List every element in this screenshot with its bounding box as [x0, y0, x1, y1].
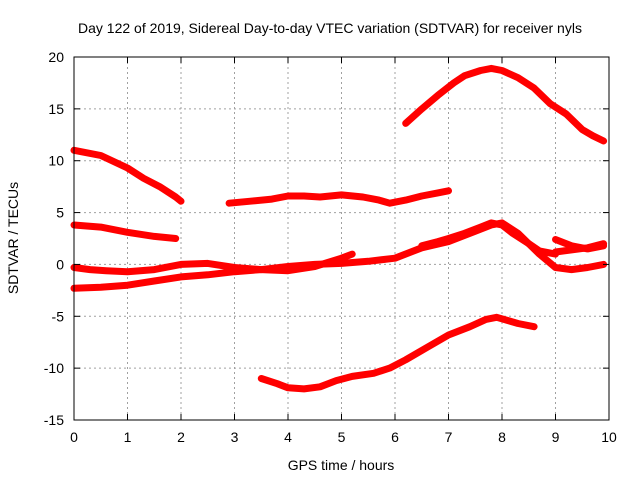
x-tick-label: 1 [124, 429, 132, 445]
series-line-2 [70, 221, 180, 242]
series-line-7 [418, 219, 559, 258]
series-line-6 [402, 64, 608, 145]
x-tick-label: 7 [445, 429, 453, 445]
y-tick-label: -10 [44, 360, 64, 376]
x-tick-label: 5 [338, 429, 346, 445]
y-tick-label: -15 [44, 412, 64, 428]
y-axis-label: SDTVAR / TECUs [5, 182, 21, 294]
data-series [70, 64, 608, 393]
y-tick-label: 10 [48, 153, 64, 169]
x-tick-label: 4 [284, 429, 292, 445]
y-tick-label: 0 [56, 256, 64, 272]
x-tick-label: 9 [552, 429, 560, 445]
series-line-10 [257, 313, 538, 393]
x-axis-label: GPS time / hours [288, 457, 395, 473]
x-tick-label: 10 [601, 429, 617, 445]
series-line-4 [70, 219, 608, 292]
y-tick-label: 20 [48, 49, 64, 65]
y-tick-label: 15 [48, 101, 64, 117]
y-tick-label: 5 [56, 205, 64, 221]
x-tick-label: 3 [231, 429, 239, 445]
tick-labels: 0 1 2 3 4 5 6 7 8 9 10 -15 -10 -5 0 5 10 15 20 [44, 49, 617, 445]
x-tick-label: 0 [70, 429, 78, 445]
x-tick-label: 2 [177, 429, 185, 445]
x-tick-label: 6 [391, 429, 399, 445]
x-tick-label: 8 [498, 429, 506, 445]
y-tick-label: -5 [52, 308, 65, 324]
series-line-5 [225, 187, 452, 207]
series-line-9 [552, 240, 608, 256]
chart-title: Day 122 of 2019, Sidereal Day-to-day VTE… [78, 20, 582, 36]
series-line-1 [70, 146, 185, 205]
